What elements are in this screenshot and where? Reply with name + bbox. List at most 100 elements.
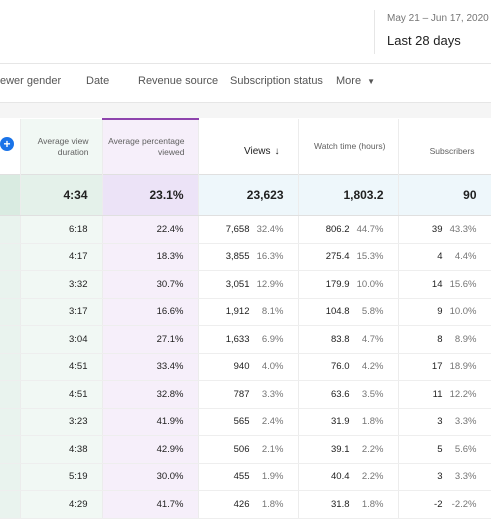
share-percent: 3.3% bbox=[454, 471, 477, 483]
table-row[interactable]: 4:38 42.9% 506 2.1% 39.1 2.2% 5 5.6% bbox=[0, 435, 491, 464]
cell-avg-percentage-viewed: 30.7% bbox=[102, 270, 199, 299]
share-percent: 3.3% bbox=[261, 388, 284, 400]
table-row[interactable]: 4:17 18.3% 3,855 16.3% 275.4 15.3% 4 4.4% bbox=[0, 243, 491, 271]
cell-subscribers: 4 4.4% bbox=[398, 243, 491, 271]
cell-watch-time: 40.4 2.2% bbox=[298, 463, 399, 491]
cell-avg-percentage-viewed: 16.6% bbox=[102, 298, 199, 326]
tab-subscription-status[interactable]: Subscription status bbox=[230, 75, 323, 87]
cell-subscribers: 11 12.2% bbox=[398, 380, 491, 409]
value: 31.9 bbox=[331, 416, 350, 428]
header-avg-view-duration[interactable]: Average view duration bbox=[20, 119, 103, 175]
share-percent: 15.6% bbox=[449, 278, 477, 290]
cell-subscribers: 3 3.3% bbox=[398, 408, 491, 436]
cell-subscribers: 5 5.6% bbox=[398, 435, 491, 464]
lead-cell bbox=[0, 353, 21, 381]
value: 17 bbox=[431, 361, 443, 373]
value: 5 bbox=[437, 443, 443, 455]
lead-cell bbox=[0, 490, 21, 519]
table-row[interactable]: 6:18 22.4% 7,658 32.4% 806.2 44.7% 39 43.3% bbox=[0, 215, 491, 244]
header-subscribers[interactable]: Subscribers bbox=[398, 119, 491, 175]
header-label: Average percentage viewed bbox=[108, 136, 185, 157]
value: 11 bbox=[432, 388, 443, 400]
header-label: Subscribers bbox=[429, 146, 475, 156]
totals-row: 4:34 23.1% 23,623 1,803.2 90 bbox=[0, 174, 491, 216]
value: 31.8 bbox=[331, 498, 350, 510]
cell-subscribers: 8 8.9% bbox=[398, 325, 491, 354]
share-percent: -2.2% bbox=[451, 498, 477, 510]
cell-views: 3,051 12.9% bbox=[198, 270, 299, 299]
share-percent: 32.4% bbox=[256, 223, 284, 235]
value: 4 bbox=[437, 251, 443, 263]
date-range-text[interactable]: May 21 – Jun 17, 2020 bbox=[387, 13, 489, 24]
table-row[interactable]: 3:04 27.1% 1,633 6.9% 83.8 4.7% 8 8.9% bbox=[0, 325, 491, 354]
share-percent: 5.8% bbox=[361, 306, 384, 318]
lead-cell bbox=[0, 174, 21, 216]
header-label: Average view duration bbox=[37, 135, 89, 157]
more-menu-button[interactable]: More ▼ bbox=[336, 75, 375, 87]
share-percent: 2.2% bbox=[361, 471, 384, 483]
lead-cell bbox=[0, 435, 21, 464]
cell-avg-percentage-viewed: 22.4% bbox=[102, 215, 199, 244]
cell-views: 1,633 6.9% bbox=[198, 325, 299, 354]
lead-cell bbox=[0, 463, 21, 491]
cell-watch-time: 179.9 10.0% bbox=[298, 270, 399, 299]
table-row[interactable]: 3:32 30.7% 3,051 12.9% 179.9 10.0% 14 15.6% bbox=[0, 270, 491, 299]
value: 40.4 bbox=[331, 471, 350, 483]
table-row[interactable]: 3:17 16.6% 1,912 8.1% 104.8 5.8% 9 10.0% bbox=[0, 298, 491, 326]
header-views[interactable]: Views ↓ bbox=[198, 119, 299, 175]
header-watch-time[interactable]: Watch time (hours) bbox=[298, 119, 399, 175]
cell-avg-percentage-viewed: 27.1% bbox=[102, 325, 199, 354]
period-selector[interactable]: Last 28 days bbox=[387, 33, 461, 48]
value: -2 bbox=[434, 498, 443, 510]
share-percent: 3.5% bbox=[361, 388, 384, 400]
share-percent: 4.4% bbox=[454, 251, 477, 263]
lead-cell bbox=[0, 270, 21, 299]
cell-watch-time: 275.4 15.3% bbox=[298, 243, 399, 271]
table-row[interactable]: 4:51 32.8% 787 3.3% 63.6 3.5% 11 12.2% bbox=[0, 380, 491, 409]
value: 14 bbox=[431, 278, 443, 290]
more-label: More bbox=[336, 75, 362, 87]
cell-avg-view-duration: 3:23 bbox=[20, 408, 103, 436]
tab-viewer-gender[interactable]: ewer gender bbox=[0, 75, 62, 87]
value: 39 bbox=[431, 223, 443, 235]
share-percent: 4.2% bbox=[361, 361, 384, 373]
dimension-tabs: ewer gender Date Revenue source Subscrip… bbox=[0, 64, 491, 103]
cell-views: 455 1.9% bbox=[198, 463, 299, 491]
value: 426 bbox=[233, 498, 250, 510]
cell-subscribers: 39 43.3% bbox=[398, 215, 491, 244]
total-watch-time: 1,803.2 bbox=[298, 174, 399, 216]
table-row[interactable]: 4:51 33.4% 940 4.0% 76.0 4.2% 17 18.9% bbox=[0, 353, 491, 381]
cell-avg-view-duration: 4:17 bbox=[20, 243, 103, 271]
caret-down-icon: ▼ bbox=[367, 77, 375, 86]
lead-cell bbox=[0, 243, 21, 271]
cell-watch-time: 63.6 3.5% bbox=[298, 380, 399, 409]
lead-header-cell bbox=[0, 119, 21, 175]
cell-avg-view-duration: 6:18 bbox=[20, 215, 103, 244]
tab-revenue-source[interactable]: Revenue source bbox=[138, 75, 219, 87]
value: 3 bbox=[437, 416, 443, 428]
cell-views: 3,855 16.3% bbox=[198, 243, 299, 271]
value: 787 bbox=[233, 388, 250, 400]
share-percent: 2.1% bbox=[261, 443, 284, 455]
toolbar-spacer bbox=[0, 103, 491, 118]
share-percent: 43.3% bbox=[449, 223, 477, 235]
table-row[interactable]: 3:23 41.9% 565 2.4% 31.9 1.8% 3 3.3% bbox=[0, 408, 491, 436]
value: 940 bbox=[233, 361, 250, 373]
share-percent: 12.2% bbox=[449, 388, 477, 400]
table-row[interactable]: 5:19 30.0% 455 1.9% 40.4 2.2% 3 3.3% bbox=[0, 463, 491, 491]
cell-avg-view-duration: 5:19 bbox=[20, 463, 103, 491]
share-percent: 1.8% bbox=[361, 498, 384, 510]
cell-watch-time: 104.8 5.8% bbox=[298, 298, 399, 326]
value: 63.6 bbox=[331, 388, 350, 400]
share-percent: 12.9% bbox=[256, 278, 284, 290]
metrics-table: Average view duration Average percentage… bbox=[0, 118, 491, 519]
cell-avg-percentage-viewed: 32.8% bbox=[102, 380, 199, 409]
value: 1,912 bbox=[225, 306, 250, 318]
cell-views: 7,658 32.4% bbox=[198, 215, 299, 244]
share-percent: 6.9% bbox=[261, 333, 284, 345]
value: 83.8 bbox=[331, 333, 350, 345]
arrow-down-icon: ↓ bbox=[274, 146, 280, 157]
header-avg-percentage-viewed[interactable]: Average percentage viewed bbox=[102, 118, 199, 175]
value: 104.8 bbox=[325, 306, 350, 318]
tab-date[interactable]: Date bbox=[86, 75, 110, 87]
